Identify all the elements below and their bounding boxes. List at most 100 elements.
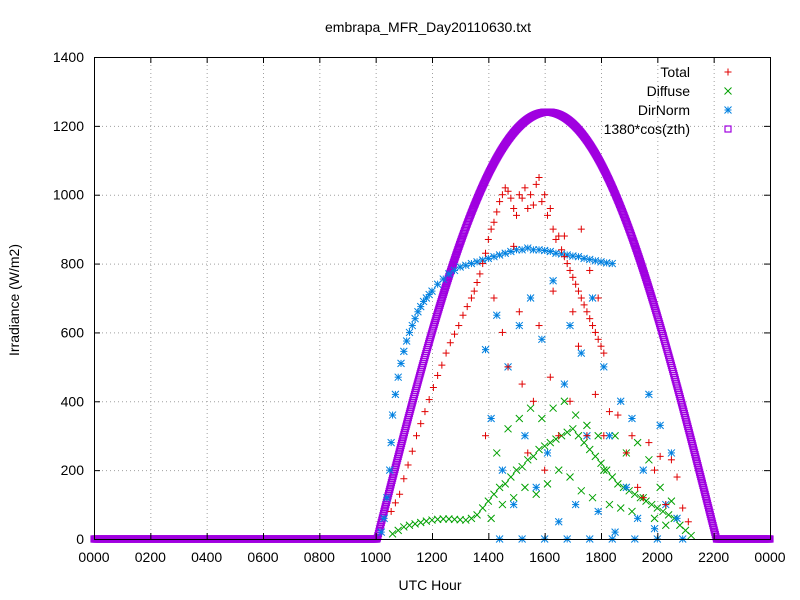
data-point <box>540 442 549 450</box>
series-diffuse <box>388 397 695 540</box>
data-point <box>541 191 549 199</box>
data-point <box>484 235 492 243</box>
data-point <box>487 414 496 423</box>
data-point <box>496 198 504 206</box>
x-tick-label: 0800 <box>304 549 335 565</box>
data-point <box>560 253 568 261</box>
data-point <box>605 500 614 509</box>
data-point <box>673 514 681 523</box>
data-point <box>574 287 582 295</box>
legend-marker <box>724 87 732 95</box>
data-point <box>622 483 631 492</box>
data-point <box>656 483 665 492</box>
data-point <box>509 500 518 509</box>
data-point <box>543 211 551 219</box>
data-point <box>405 521 414 530</box>
data-point <box>572 280 580 288</box>
data-point <box>535 445 543 454</box>
data-point <box>594 294 602 302</box>
data-point <box>523 455 532 464</box>
data-point <box>594 507 603 516</box>
x-tick-label: 1400 <box>473 549 504 565</box>
data-point <box>645 455 653 464</box>
y-tick-label: 800 <box>61 256 85 272</box>
data-point <box>628 507 636 516</box>
data-point <box>679 504 687 512</box>
axis-ticks: 0000 0200 0400 0600 0800 1000 1200 1400 1600 1800… <box>53 49 786 565</box>
data-point <box>461 261 470 270</box>
data-point <box>445 270 453 278</box>
data-point <box>391 499 399 507</box>
x-axis-label: UTC Hour <box>398 577 461 593</box>
data-point <box>535 174 543 181</box>
data-point <box>411 519 419 528</box>
data-point <box>585 255 594 264</box>
data-point <box>602 466 611 474</box>
data-point <box>479 260 487 268</box>
y-tick-label: 1200 <box>53 118 84 134</box>
data-point <box>507 194 515 202</box>
y-tick-label: 0 <box>76 531 84 547</box>
data-point <box>647 500 656 509</box>
data-point <box>482 249 490 257</box>
data-point <box>580 438 588 447</box>
data-point <box>546 204 554 212</box>
data-point <box>504 424 512 433</box>
data-point <box>428 287 436 295</box>
data-point <box>614 411 622 419</box>
x-tick-label: 1200 <box>416 549 447 565</box>
data-point <box>554 466 563 474</box>
x-tick-label: 2000 <box>642 549 673 565</box>
data-point <box>614 480 622 488</box>
data-point <box>546 247 555 256</box>
data-point <box>521 431 529 440</box>
data-point <box>408 447 416 455</box>
data-point <box>495 483 504 492</box>
y-axis-label: Irradiance (W/m2) <box>6 244 22 356</box>
data-point <box>399 523 408 531</box>
data-point <box>566 473 574 481</box>
data-point <box>645 390 653 399</box>
data-point <box>577 225 585 233</box>
x-tick-label: 0000 <box>754 549 785 565</box>
data-point <box>650 524 659 533</box>
data-point <box>560 232 568 240</box>
data-point <box>451 330 459 338</box>
data-point <box>591 328 599 336</box>
data-point <box>383 493 391 502</box>
data-point <box>543 449 552 457</box>
data-point <box>387 438 396 447</box>
data-point <box>467 259 476 268</box>
data-point <box>388 411 397 419</box>
data-point <box>634 483 642 491</box>
data-point <box>394 373 403 382</box>
data-point <box>504 187 512 195</box>
data-point <box>473 279 481 287</box>
data-point <box>391 390 400 399</box>
data-point <box>425 396 433 404</box>
data-point <box>667 449 676 457</box>
data-point <box>524 204 532 212</box>
data-point <box>455 322 463 330</box>
x-tick-label: 2200 <box>698 549 729 565</box>
data-point <box>571 411 580 419</box>
legend-label: 1380*cos(zth) <box>604 121 690 137</box>
data-point <box>490 294 498 302</box>
series-total <box>387 174 692 526</box>
data-point <box>438 361 446 369</box>
data-point <box>492 311 501 320</box>
data-point <box>529 397 537 405</box>
data-point <box>667 497 676 505</box>
data-point <box>456 263 465 271</box>
legend-label: DirNorm <box>638 102 690 118</box>
data-point <box>653 504 662 512</box>
y-tick-label: 400 <box>61 393 85 409</box>
data-point <box>580 254 588 263</box>
data-point <box>498 466 507 474</box>
data-point <box>560 380 569 388</box>
legend-marker <box>724 125 732 133</box>
data-point <box>396 490 404 498</box>
data-point <box>429 384 437 392</box>
data-point <box>501 480 510 488</box>
